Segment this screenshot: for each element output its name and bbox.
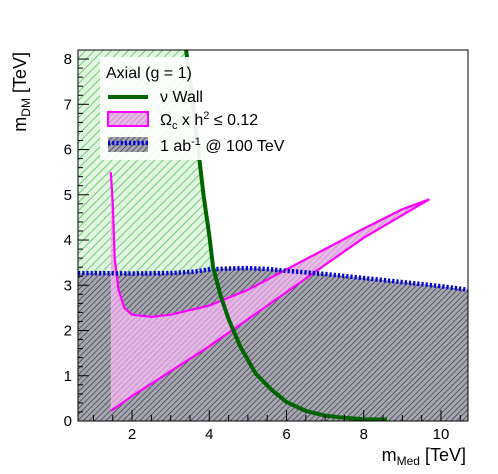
legend-collider-label: 1 ab-1 @ 100 TeV — [160, 136, 285, 155]
x-tick-label: 10 — [433, 426, 450, 443]
plot-frame — [77, 49, 469, 422]
y-tick-label: 1 — [64, 368, 72, 385]
legend-nu-wall-label: ν Wall — [160, 89, 203, 106]
legend-relic-text-b: ≤ 0.12 — [209, 112, 258, 129]
y-axis-title-unit: [TeV] — [10, 52, 30, 98]
legend-header: Axial (g = 1) — [106, 65, 192, 82]
legend-wall-text: Wall — [168, 89, 203, 106]
x-tick-label: 8 — [360, 426, 368, 443]
legend-relic-exp: 2 — [203, 110, 209, 122]
relic-density-line — [109, 172, 430, 412]
y-axis-title: mDM [TeV] — [10, 52, 33, 132]
x-axis: 2 4 6 8 10 — [92, 410, 461, 443]
y-tick-label: 6 — [64, 142, 72, 159]
collider-excluded-region — [78, 268, 468, 421]
legend-omega-sub: c — [172, 120, 178, 132]
y-tick-label: 5 — [64, 187, 72, 204]
nu-wall-line — [184, 50, 387, 421]
legend-nu-symbol: ν — [160, 89, 168, 106]
y-tick-label: 2 — [64, 323, 72, 340]
legend-collider-post: @ 100 TeV — [201, 138, 285, 155]
legend-relic-label: Ωc x h2 ≤ 0.12 — [160, 110, 258, 132]
x-tick-label: 2 — [128, 426, 136, 443]
y-tick-label: 7 — [64, 96, 72, 113]
relic-band-region — [110, 172, 430, 411]
x-axis-title-unit: [TeV] — [420, 445, 466, 465]
x-axis-title-sub: Med — [397, 454, 420, 468]
legend-collider-exp: -1 — [191, 136, 201, 148]
collider-reach-line — [78, 265, 468, 293]
y-tick-label: 0 — [64, 413, 72, 430]
y-tick-label: 4 — [64, 232, 72, 249]
legend-relic-swatch — [107, 111, 149, 127]
y-tick-label: 3 — [64, 277, 72, 294]
legend-relic-text-a: x h — [177, 112, 203, 129]
x-tick-label: 4 — [205, 426, 213, 443]
y-tick-label: 8 — [64, 51, 72, 68]
legend-collider-pre: 1 ab — [160, 138, 191, 155]
x-tick-label: 6 — [282, 426, 290, 443]
y-axis-title-main: m — [10, 117, 30, 132]
x-axis-title: mMed [TeV] — [382, 445, 466, 468]
legend-omega: Ω — [160, 112, 172, 129]
y-axis: 0 1 2 3 4 5 6 7 8 — [64, 51, 89, 430]
legend: Axial (g = 1) ν Wall Ωc x h2 ≤ 0.12 1 ab… — [100, 57, 285, 160]
x-axis-title-main: m — [382, 445, 397, 465]
y-axis-title-sub: DM — [19, 98, 33, 117]
